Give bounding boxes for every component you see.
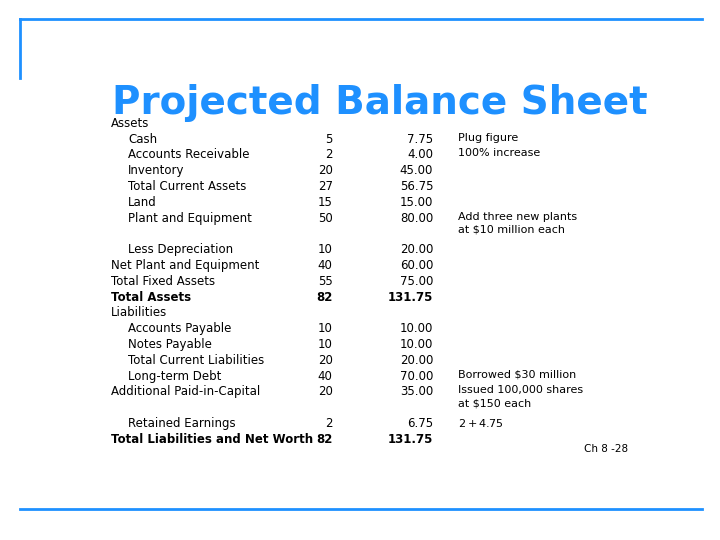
Text: Cash: Cash xyxy=(128,133,157,146)
Text: Less Depreciation: Less Depreciation xyxy=(128,243,233,256)
Text: Plant and Equipment: Plant and Equipment xyxy=(128,212,252,225)
Text: 82: 82 xyxy=(316,433,333,446)
Text: Total Fixed Assets: Total Fixed Assets xyxy=(111,275,215,288)
Text: 70.00: 70.00 xyxy=(400,369,433,382)
Text: 10: 10 xyxy=(318,338,333,351)
Text: $2 + $4.75: $2 + $4.75 xyxy=(459,417,504,429)
Text: 56.75: 56.75 xyxy=(400,180,433,193)
Text: Liabilities: Liabilities xyxy=(111,306,168,319)
Text: Land: Land xyxy=(128,196,157,209)
Text: Projected Balance Sheet: Projected Balance Sheet xyxy=(112,84,648,122)
Text: Long-term Debt: Long-term Debt xyxy=(128,369,221,382)
Text: 50: 50 xyxy=(318,212,333,225)
Text: 27: 27 xyxy=(318,180,333,193)
Text: 10: 10 xyxy=(318,243,333,256)
Text: Total Assets: Total Assets xyxy=(111,291,192,303)
Text: 20: 20 xyxy=(318,354,333,367)
Text: 100% increase: 100% increase xyxy=(459,148,541,158)
Text: Notes Payable: Notes Payable xyxy=(128,338,212,351)
Text: 5: 5 xyxy=(325,133,333,146)
Text: 4.00: 4.00 xyxy=(408,148,433,161)
Text: Borrowed $30 million: Borrowed $30 million xyxy=(459,369,577,380)
Text: Assets: Assets xyxy=(111,117,150,130)
Text: Add three new plants
at $10 million each: Add three new plants at $10 million each xyxy=(459,212,577,235)
Text: 10: 10 xyxy=(318,322,333,335)
Text: 45.00: 45.00 xyxy=(400,164,433,177)
Text: Plug figure: Plug figure xyxy=(459,133,518,143)
Text: Accounts Payable: Accounts Payable xyxy=(128,322,231,335)
Text: Net Plant and Equipment: Net Plant and Equipment xyxy=(111,259,260,272)
Text: 131.75: 131.75 xyxy=(388,291,433,303)
Text: 80.00: 80.00 xyxy=(400,212,433,225)
Text: 20.00: 20.00 xyxy=(400,354,433,367)
Text: 131.75: 131.75 xyxy=(388,433,433,446)
Text: 20: 20 xyxy=(318,386,333,399)
Text: 10.00: 10.00 xyxy=(400,338,433,351)
Text: 15.00: 15.00 xyxy=(400,196,433,209)
Text: Inventory: Inventory xyxy=(128,164,184,177)
Text: Issued 100,000 shares
at $150 each: Issued 100,000 shares at $150 each xyxy=(459,386,583,409)
Text: 60.00: 60.00 xyxy=(400,259,433,272)
Text: 20.00: 20.00 xyxy=(400,243,433,256)
Text: 82: 82 xyxy=(316,291,333,303)
Text: Ch 8 -28: Ch 8 -28 xyxy=(585,443,629,454)
Text: 2: 2 xyxy=(325,417,333,430)
Text: Total Current Liabilities: Total Current Liabilities xyxy=(128,354,264,367)
Text: 2: 2 xyxy=(325,148,333,161)
Text: 40: 40 xyxy=(318,369,333,382)
Text: Accounts Receivable: Accounts Receivable xyxy=(128,148,249,161)
Text: 10.00: 10.00 xyxy=(400,322,433,335)
Text: 35.00: 35.00 xyxy=(400,386,433,399)
Text: 7.75: 7.75 xyxy=(407,133,433,146)
Text: 40: 40 xyxy=(318,259,333,272)
Text: 55: 55 xyxy=(318,275,333,288)
Text: 15: 15 xyxy=(318,196,333,209)
Text: 6.75: 6.75 xyxy=(407,417,433,430)
Text: Total Current Assets: Total Current Assets xyxy=(128,180,246,193)
Text: 75.00: 75.00 xyxy=(400,275,433,288)
Text: Retained Earnings: Retained Earnings xyxy=(128,417,235,430)
Text: Additional Paid-in-Capital: Additional Paid-in-Capital xyxy=(111,386,261,399)
Text: Total Liabilities and Net Worth: Total Liabilities and Net Worth xyxy=(111,433,313,446)
Text: 20: 20 xyxy=(318,164,333,177)
